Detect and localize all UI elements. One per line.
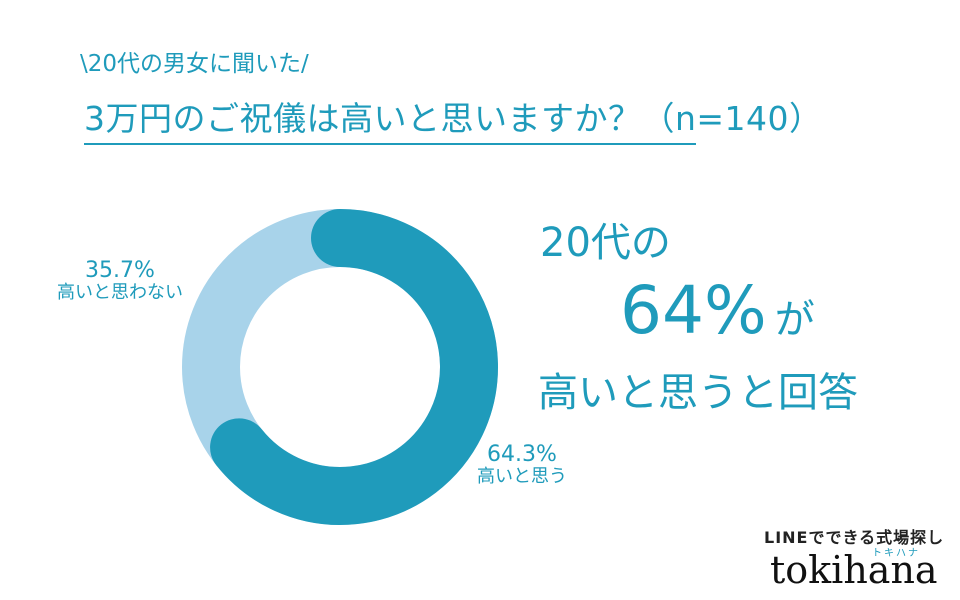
title-underline <box>84 143 696 145</box>
survey-subtitle: \20代の男女に聞いた/ <box>80 51 309 77</box>
headline-line3: 高いと思うと回答 <box>538 370 858 416</box>
headline-big-percent: 64% <box>620 272 767 349</box>
brand-tagline: LINEでできる式場探し <box>764 528 945 547</box>
slice-value-yes: 64.3% <box>487 442 557 467</box>
slice-label-yes: 64.3% 高いと思う <box>452 442 592 488</box>
slice-text-yes: 高いと思う <box>477 466 567 488</box>
slice-label-no: 35.7% 高いと思わない <box>20 258 220 304</box>
headline-line2: 64% が <box>620 272 815 349</box>
brand-kana: トキハナ <box>872 548 920 559</box>
slice-value-no: 35.7% <box>85 258 155 283</box>
brand-logo: tokihana <box>770 548 938 592</box>
donut-slice-yes <box>210 209 498 525</box>
slice-text-no: 高いと思わない <box>57 282 183 304</box>
chart-title: 3万円のご祝儀は高いと思いますか？（n=140） <box>84 99 823 138</box>
headline-line1: 20代の <box>540 220 671 266</box>
headline-particle: が <box>774 297 815 343</box>
